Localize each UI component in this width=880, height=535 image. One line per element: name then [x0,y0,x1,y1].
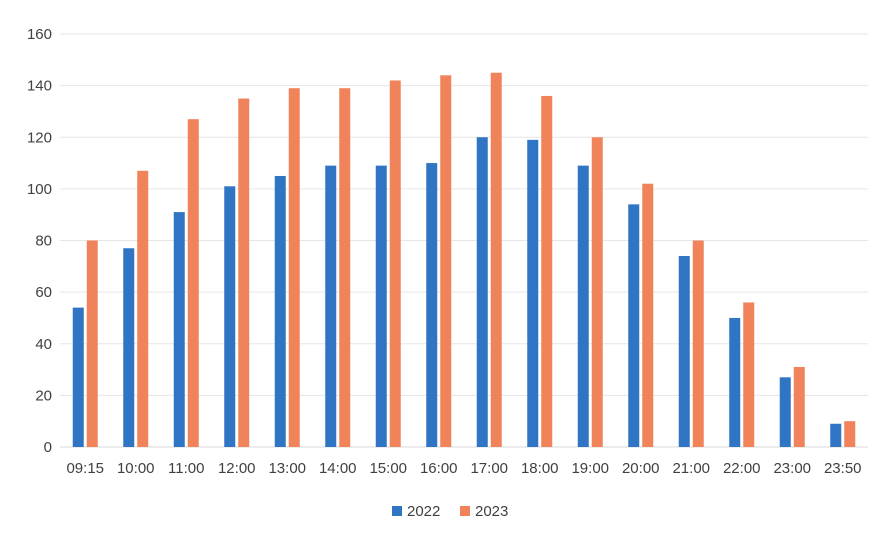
y-tick-label: 160 [27,26,52,43]
x-tick-label: 22:00 [723,460,761,477]
x-tick-label: 14:00 [319,460,357,477]
bar-2022-1700 [476,137,488,447]
bar-2022-1600 [426,163,438,447]
y-tick-label: 120 [27,129,52,146]
bars [72,72,856,448]
x-tick-label: 23:50 [824,460,862,477]
x-tick-label: 15:00 [369,460,407,477]
legend-label-2023: 2023 [475,503,508,520]
bar-2022-1000 [123,248,135,447]
bar-2022-2350 [830,423,842,447]
x-tick-label: 12:00 [218,460,256,477]
bar-2022-1800 [527,139,539,448]
bar-2022-1100 [173,212,185,447]
x-tick-label: 18:00 [521,460,559,477]
bar-2023-1200 [238,98,250,447]
legend: 2022 2023 [392,503,508,520]
bar-2022-1500 [375,165,387,448]
bar-2023-1000 [137,170,149,447]
bar-2022-0915 [72,307,84,447]
bar-2023-2300 [793,366,805,447]
legend-swatch-2023 [460,506,470,516]
bar-2023-1500 [389,80,401,448]
bar-2022-2200 [729,317,741,447]
x-tick-label: 10:00 [117,460,155,477]
bar-2022-2300 [779,377,791,447]
x-tick-label: 16:00 [420,460,458,477]
bar-2022-1200 [224,186,236,447]
x-tick-label: 13:00 [268,460,306,477]
bar-2023-1100 [187,119,199,448]
y-tick-label: 100 [27,181,52,198]
bar-2023-0915 [86,240,98,447]
x-tick-label: 11:00 [168,460,204,477]
bar-2023-2200 [743,302,755,447]
y-tick-label: 0 [44,439,52,456]
x-tick-label: 20:00 [622,460,660,477]
x-tick-label: 21:00 [672,460,710,477]
bar-2023-1700 [490,72,502,447]
x-tick-label: 23:00 [773,460,811,477]
legend-swatch-2022 [392,506,402,516]
bar-2023-1900 [591,137,603,447]
x-tick-label: 17:00 [470,460,508,477]
y-tick-label: 60 [35,284,52,301]
y-tick-label: 20 [35,387,52,404]
bar-2022-2000 [628,204,640,447]
y-tick-label: 40 [35,336,52,353]
bar-2023-1600 [440,75,452,448]
bar-2023-2350 [844,421,856,447]
x-axis-tick-labels: 09:15 10:00 11:00 12:00 13:00 14:00 15:00 16:00… [66,460,861,477]
y-tick-label: 80 [35,233,52,250]
bar-2023-1800 [541,95,553,447]
bar-2023-2100 [692,240,704,447]
bar-2023-1300 [288,88,300,448]
bar-2022-1300 [274,175,286,447]
bar-2022-1900 [577,165,589,448]
legend-label-2022: 2022 [407,503,440,520]
y-tick-label: 140 [27,78,52,95]
y-axis-tick-labels: 0 20 40 60 80 100 120 140 160 [27,26,52,456]
bar-2023-1400 [339,88,351,448]
x-tick-label: 19:00 [571,460,609,477]
x-tick-label: 09:15 [66,460,104,477]
bar-2022-2100 [678,255,690,447]
bar-2023-2000 [642,183,654,447]
bar-2022-1400 [325,165,337,448]
